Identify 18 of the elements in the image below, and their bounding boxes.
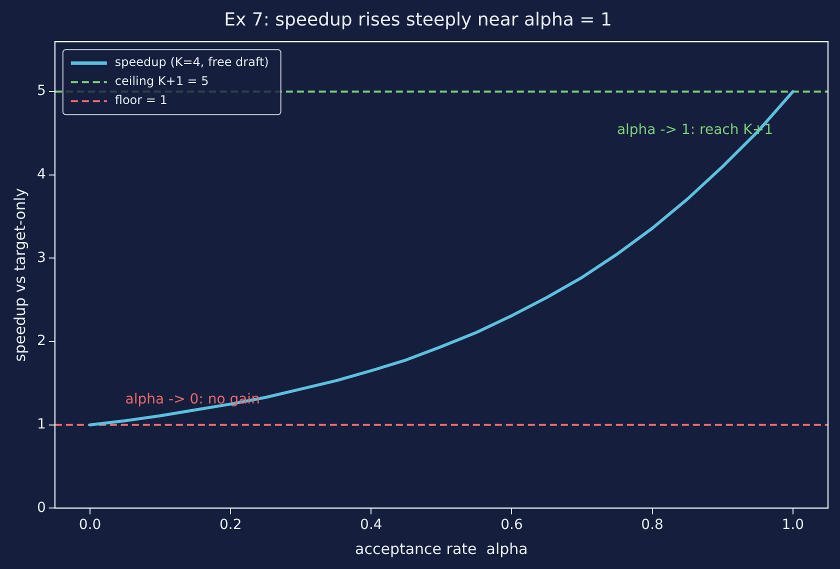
chart-title: Ex 7: speedup rises steeply near alpha = 1: [224, 9, 612, 30]
y-tick-label: 4: [36, 166, 46, 183]
y-tick-label: 3: [36, 250, 46, 266]
x-tick-label: 1.0: [782, 517, 804, 534]
x-tick-label: 0.4: [360, 517, 382, 534]
y-axis-title: speedup vs target-only: [10, 188, 29, 362]
y-tick-label: 5: [36, 83, 46, 100]
x-axis-title: acceptance rate alpha: [355, 540, 528, 558]
x-tick-label: 0.8: [641, 517, 664, 534]
x-tick-label: 0.6: [500, 517, 523, 534]
y-tick-label: 0: [36, 500, 46, 516]
legend-label: floor = 1: [114, 93, 168, 108]
x-tick-label: 0.2: [219, 517, 242, 534]
legend-label: speedup (K=4, free draft): [114, 55, 269, 70]
y-tick-label: 2: [36, 333, 46, 350]
y-tick-label: 1: [36, 416, 46, 433]
x-tick-label: 0.0: [78, 517, 102, 534]
ref-line-label: ceiling K+1 = 5: [114, 74, 209, 88]
